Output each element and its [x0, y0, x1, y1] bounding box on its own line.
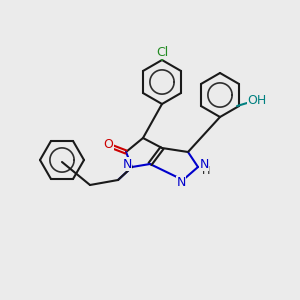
Text: O: O — [103, 139, 113, 152]
Text: N: N — [199, 158, 209, 170]
Text: OH: OH — [248, 94, 267, 107]
Text: H: H — [202, 166, 210, 176]
Text: Cl: Cl — [156, 46, 168, 59]
Text: N: N — [122, 158, 132, 170]
Text: N: N — [176, 176, 186, 190]
